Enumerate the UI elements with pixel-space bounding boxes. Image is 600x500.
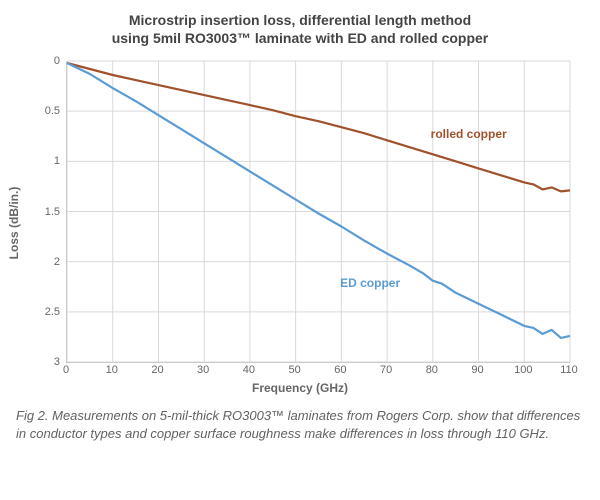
figure-caption: Fig 2. Measurements on 5-mil-thick RO300…	[16, 407, 584, 442]
plot-wrap: Loss (dB/in.) Frequency (GHz) 0102030405…	[20, 53, 580, 393]
chart-title: Microstrip insertion loss, differential …	[41, 12, 559, 47]
tick-label: 2.5	[45, 306, 60, 318]
tick-label: 3	[54, 356, 60, 368]
plot-area	[66, 61, 570, 363]
annotation-rolled: rolled copper	[431, 127, 507, 141]
plot-svg	[67, 61, 570, 362]
tick-label: 0.5	[45, 105, 60, 117]
tick-label: 1	[54, 155, 60, 167]
tick-label: 10	[106, 364, 118, 376]
tick-label: 110	[560, 364, 578, 376]
tick-label: 0	[63, 364, 69, 376]
chart-title-line2: using 5mil RO3003™ laminate with ED and …	[41, 30, 559, 48]
tick-label: 90	[471, 364, 483, 376]
tick-label: 0	[54, 55, 60, 67]
figure: Microstrip insertion loss, differential …	[0, 0, 600, 500]
tick-label: 30	[197, 364, 209, 376]
tick-label: 80	[426, 364, 438, 376]
tick-label: 1.5	[45, 206, 60, 218]
x-axis-label: Frequency (GHz)	[252, 381, 348, 395]
tick-label: 70	[380, 364, 392, 376]
series-ed	[67, 63, 570, 338]
tick-label: 20	[151, 364, 163, 376]
y-axis-label: Loss (dB/in.)	[7, 187, 21, 260]
tick-label: 2	[54, 256, 60, 268]
tick-label: 60	[334, 364, 346, 376]
tick-label: 100	[514, 364, 532, 376]
tick-label: 50	[289, 364, 301, 376]
tick-label: 40	[243, 364, 255, 376]
chart-title-line1: Microstrip insertion loss, differential …	[41, 12, 559, 30]
annotation-ed: ED copper	[340, 276, 400, 290]
